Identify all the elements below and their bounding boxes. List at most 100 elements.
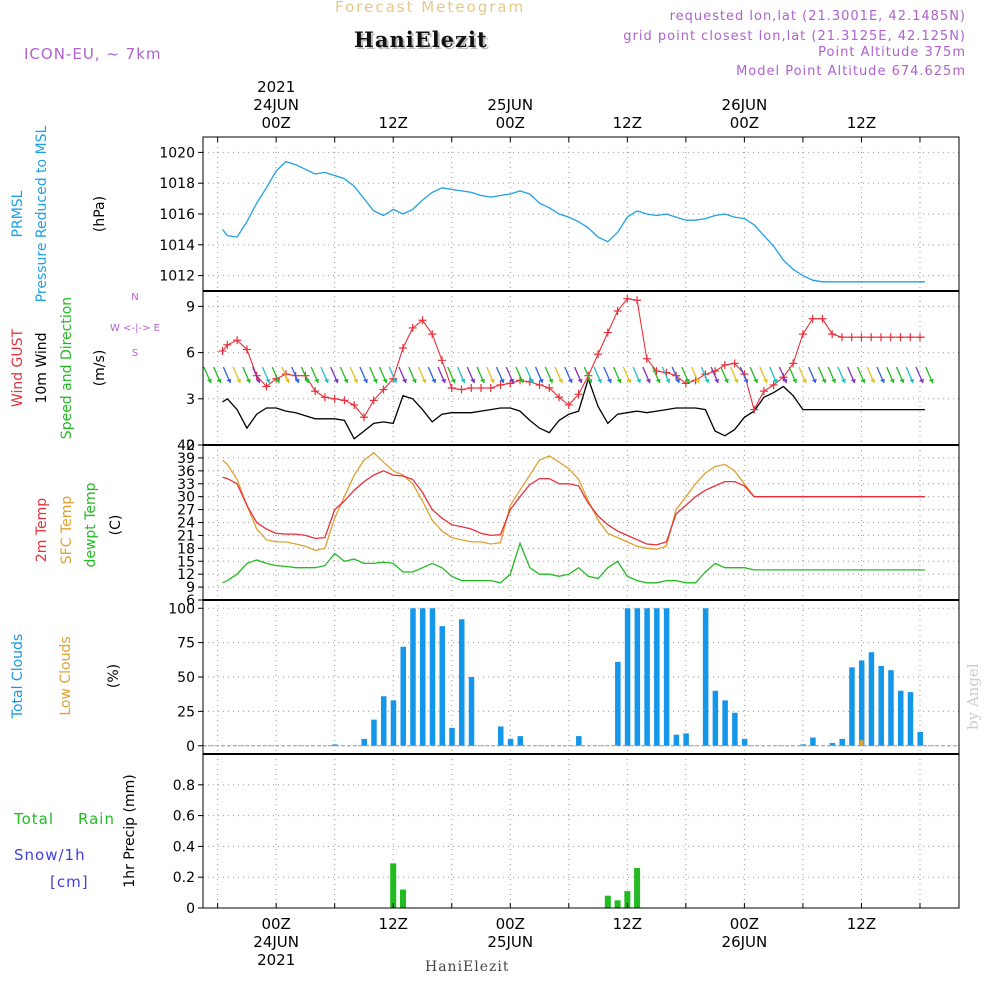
gust-marker [467, 384, 476, 393]
wind-gust-line [222, 298, 925, 419]
gust-marker [350, 400, 359, 409]
total-cloud-bar [380, 696, 387, 746]
wind-arrow-head [275, 379, 281, 383]
label-precip-axis: 1hr Precip (mm) [122, 774, 138, 887]
gust-marker [633, 296, 642, 305]
wind-arrow-head [714, 379, 720, 383]
wind-arrow-head [597, 379, 603, 383]
wind-arrow-head [499, 379, 505, 383]
rain-bar [604, 895, 611, 908]
gust-marker [262, 382, 271, 391]
temp-tick-label: 36 [177, 464, 195, 480]
station-title: HaniElezit [354, 27, 488, 52]
pressure-tick-label: 1020 [159, 145, 195, 161]
low-cloud-bar [859, 740, 864, 746]
wind-arrow-head [236, 379, 242, 383]
total-cloud-bar [654, 608, 660, 746]
gust-marker [847, 333, 856, 342]
wind-arrow-head [509, 379, 515, 383]
wind-arrow-head [421, 379, 427, 383]
bottom-time-label: 00Z [496, 915, 525, 933]
temp-tick-label: 42 [177, 438, 195, 454]
top-time-label: 24JUN [253, 96, 299, 114]
bottom-time-label: 00Z [261, 915, 290, 933]
bottom-time-label: 2021 [257, 951, 295, 969]
clouds-tick-label: 75 [177, 636, 195, 652]
wind-arrow-head [431, 379, 437, 383]
gust-marker [915, 333, 924, 342]
pressure-tick-label: 1014 [159, 238, 195, 254]
total-cloud-bar [371, 719, 377, 746]
panel-frame-precip [202, 753, 960, 909]
total-cloud-bar [800, 744, 806, 746]
label-speed-direction: Speed and Direction [59, 297, 75, 439]
top-time-label: 00Z [730, 114, 759, 132]
total-cloud-bar [849, 667, 855, 746]
wind-arrow-head [577, 379, 583, 383]
wind-arrow-head [645, 379, 651, 383]
wind-arrow-head [879, 379, 885, 383]
total-cloud-bar [400, 646, 406, 746]
gust-marker [437, 356, 446, 365]
wind-arrow-head [226, 379, 232, 383]
temp-2m-line [222, 470, 925, 546]
wind-arrow-head [587, 379, 593, 383]
total-cloud-bar [517, 736, 524, 746]
footer-station: HaniElezit [425, 959, 510, 975]
gust-marker [457, 385, 466, 394]
wind-tick-label: 9 [186, 299, 195, 315]
total-cloud-bar [644, 608, 650, 746]
rain-bar [614, 900, 621, 908]
bottom-time-label: 12Z [379, 915, 408, 933]
total-cloud-bar [712, 690, 719, 746]
total-cloud-bar [439, 626, 445, 746]
top-time-label: 12Z [379, 114, 408, 132]
total-cloud-bar [361, 738, 367, 746]
wind-arrow-head [343, 379, 349, 383]
wind-arrow-head [899, 379, 905, 383]
total-cloud-bar [732, 712, 738, 746]
top-time-label: 12Z [847, 114, 876, 132]
wind-arrow-head [616, 379, 622, 383]
pressure-line [221, 160, 925, 283]
temp-tick-label: 18 [177, 541, 195, 557]
gust-marker [379, 385, 388, 394]
wind-arrow-head [918, 379, 924, 383]
gust-marker [574, 390, 583, 399]
wind-arrow-head [245, 379, 251, 383]
wind-arrow-head [255, 379, 261, 383]
closest-coords: grid point closest lon,lat (21.3125E, 42… [623, 29, 966, 44]
cloud-bars [332, 608, 923, 746]
total-cloud-bar [410, 608, 416, 746]
wind-arrow-head [743, 379, 749, 383]
gust-marker [603, 328, 612, 337]
gust-marker [798, 330, 807, 339]
wind-arrow-head [372, 379, 378, 383]
top-time-label: 26JUN [722, 96, 768, 114]
clouds-tick-label: 0 [186, 739, 195, 755]
label-total: Total [13, 810, 54, 828]
label-pct: (%) [106, 664, 122, 688]
total-cloud-bar [468, 677, 475, 746]
gust-marker [320, 393, 329, 402]
wind-arrow-head [772, 379, 778, 383]
wind-arrow-head [723, 379, 729, 383]
gust-marker [759, 387, 768, 396]
rain-bar [399, 889, 406, 908]
label-hpa: (hPa) [92, 196, 108, 232]
total-cloud-bar [390, 700, 397, 746]
gust-marker [876, 333, 885, 342]
wind-arrow-head [665, 379, 671, 383]
total-cloud-bar [722, 700, 728, 746]
wind-arrow-head [392, 379, 398, 383]
wind-speed-line [222, 376, 925, 440]
total-cloud-bar [332, 744, 338, 746]
wind-arrow-head [675, 379, 681, 383]
total-cloud-bar [741, 738, 748, 746]
precip-tick-label: 0.2 [173, 870, 195, 886]
gust-marker [750, 405, 759, 414]
gust-marker [623, 294, 632, 303]
total-cloud-bar [459, 619, 465, 746]
clouds-tick-label: 25 [177, 704, 195, 720]
wind-arrow-head [860, 379, 866, 383]
